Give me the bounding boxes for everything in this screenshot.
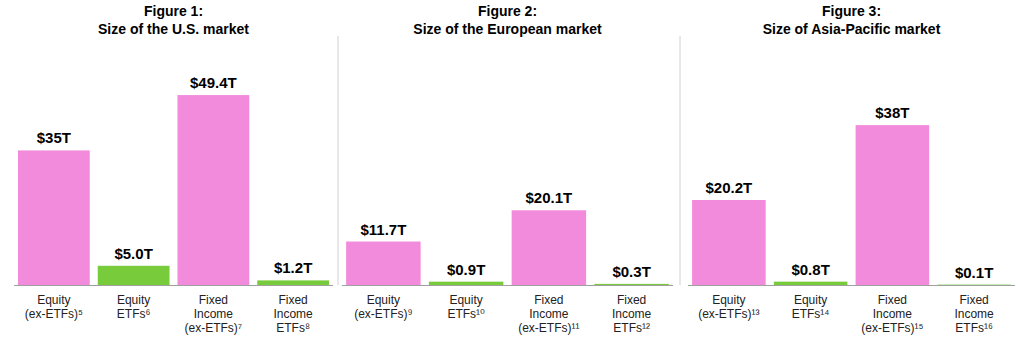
bar — [429, 282, 503, 285]
category-label: FixedIncome(ex-ETFs)¹¹ — [518, 293, 579, 335]
panel: Figure 1: Size of the U.S. market $35T Equi… — [14, 3, 333, 335]
panel: Figure 3: Size of Asia-Pacific market $20.… — [688, 3, 1015, 335]
bar — [856, 125, 930, 285]
data-label: $20.1T — [526, 189, 573, 206]
category-label: Equity(ex-ETFs)⁵ — [25, 293, 83, 321]
bar — [98, 266, 170, 285]
baseline — [14, 285, 333, 286]
baseline — [342, 285, 673, 286]
bars — [346, 210, 669, 285]
chart-canvas: Figure 1: Size of the U.S. market $35T Equi… — [0, 0, 1020, 349]
data-label: $5.0T — [114, 245, 152, 262]
bars — [692, 125, 1011, 285]
panel-subtitle: Size of the U.S. market — [98, 21, 249, 37]
panel-divider — [680, 36, 681, 285]
bars — [18, 95, 329, 285]
data-label: $49.4T — [190, 74, 237, 91]
data-label: $35T — [37, 129, 71, 146]
data-label: $0.8T — [791, 261, 829, 278]
category-label: Equity(ex-ETFs)¹³ — [698, 293, 759, 321]
page: {"chart_data": [ {"type": "bar", "title"… — [0, 0, 1020, 349]
category-label: FixedIncomeETFs¹² — [612, 293, 652, 335]
panel-title: Figure 2: — [478, 3, 537, 19]
bar — [512, 210, 586, 285]
bar — [177, 95, 249, 285]
category-label: EquityETFs⁶ — [117, 293, 151, 321]
panel-title: Figure 1: — [144, 3, 203, 19]
panel-subtitle: Size of Asia-Pacific market — [763, 21, 941, 37]
bar — [257, 280, 329, 285]
bar — [774, 282, 848, 285]
category-label: Equity(ex-ETFs)⁹ — [354, 293, 412, 321]
bar — [594, 284, 668, 285]
data-label: $20.2T — [706, 179, 753, 196]
bar — [346, 242, 420, 285]
data-label: $0.1T — [955, 264, 993, 281]
baseline — [688, 285, 1015, 286]
panel-title: Figure 3: — [822, 3, 881, 19]
bar — [18, 150, 90, 285]
panel-subtitle: Size of the European market — [413, 21, 602, 37]
panel-divider — [338, 36, 339, 285]
category-label: FixedIncome(ex-ETFs)¹⁵ — [861, 293, 923, 335]
data-label: $38T — [875, 104, 909, 121]
category-label: FixedIncomeETFs⁸ — [273, 293, 313, 335]
bar — [692, 200, 766, 285]
bar — [937, 284, 1011, 285]
category-label: EquityETFs¹⁰ — [447, 293, 485, 321]
data-label: $0.3T — [612, 263, 650, 280]
data-label: $1.2T — [274, 259, 312, 276]
data-label: $11.7T — [360, 221, 406, 238]
panel: Figure 2: Size of the European market $11.… — [342, 3, 673, 335]
category-label: FixedIncomeETFs¹⁶ — [954, 293, 994, 335]
data-label: $0.9T — [447, 261, 485, 278]
category-label: FixedIncome(ex-ETFs)⁷ — [185, 293, 243, 335]
category-label: EquityETFs¹⁴ — [792, 293, 830, 321]
